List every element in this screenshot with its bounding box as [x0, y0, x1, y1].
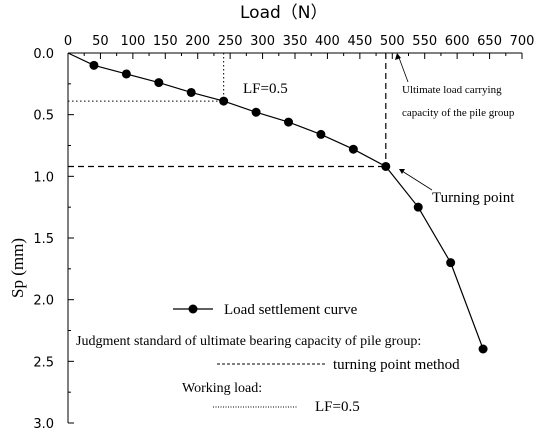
legend-working-value: LF=0.5 [315, 399, 360, 415]
y-tick-label: 1.0 [33, 170, 54, 185]
data-point [478, 344, 488, 354]
y-axis-ticks [68, 52, 74, 424]
data-point [89, 60, 99, 70]
x-tick-label: 250 [218, 34, 243, 49]
lf-label: LF=0.5 [243, 81, 288, 97]
x-axis-title: Load（N） [240, 3, 328, 23]
data-point [154, 78, 164, 88]
x-tick-label: 700 [510, 34, 535, 49]
x-tick-label: 300 [250, 34, 275, 49]
data-point [284, 117, 294, 127]
legend: Load settlement curve Judgment standard … [76, 302, 460, 415]
ultimate-load-arrowhead [395, 53, 401, 60]
turning-point-arrow [401, 170, 433, 191]
ultimate-load-label-line2: capacity of the pile group [402, 107, 515, 119]
reference-lines [68, 53, 387, 168]
x-axis-ticks [67, 53, 523, 59]
data-point [219, 96, 229, 106]
y-tick-label: 2.0 [33, 294, 54, 309]
legend-curve-marker [188, 304, 198, 314]
ultimate-load-arrow [397, 54, 409, 83]
y-axis-title: Sp (mm) [8, 238, 27, 298]
y-tick-label: 2.5 [33, 355, 54, 370]
x-tick-label: 400 [315, 34, 340, 49]
x-tick-label: 50 [92, 34, 109, 49]
x-tick-label: 200 [185, 34, 210, 49]
data-point [348, 144, 358, 154]
y-tick-label: 3.0 [33, 417, 54, 432]
data-point [413, 202, 423, 212]
ultimate-load-label-line1: Ultimate load carrying [402, 84, 502, 96]
legend-turning-method: turning point method [333, 357, 460, 373]
legend-working-title: Working load: [182, 381, 262, 396]
data-point [316, 129, 326, 139]
legend-curve-label: Load settlement curve [224, 302, 358, 318]
series-line-load-settlement [67, 52, 484, 350]
y-tick-label: 0.0 [33, 47, 54, 62]
turning-point-label: Turning point [432, 190, 515, 206]
x-tick-label: 150 [153, 34, 178, 49]
x-tick-label: 500 [380, 34, 405, 49]
x-tick-label: 650 [477, 34, 502, 49]
y-tick-label: 0.5 [33, 109, 54, 124]
y-axis-tick-labels: 0.0 0.5 1.0 1.5 2.0 2.5 3.0 [33, 47, 54, 432]
x-tick-label: 0 [64, 34, 72, 49]
x-tick-label: 600 [445, 34, 470, 49]
legend-judgment-title: Judgment standard of ultimate bearing ca… [76, 334, 421, 349]
turning-point-arrowhead [399, 169, 405, 174]
data-point [446, 258, 456, 268]
data-point [186, 87, 196, 97]
series-points [89, 60, 488, 354]
x-axis-tick-labels: 0 50 100 150 200 250 300 350 400 450 500 550 600 650 7… [64, 34, 535, 49]
x-tick-label: 550 [412, 34, 437, 49]
x-tick-label: 100 [120, 34, 145, 49]
y-tick-label: 1.5 [33, 232, 54, 247]
data-point [251, 107, 261, 117]
data-point [121, 69, 131, 79]
x-tick-label: 350 [283, 34, 308, 49]
data-point [381, 161, 391, 171]
x-tick-label: 450 [347, 34, 372, 49]
